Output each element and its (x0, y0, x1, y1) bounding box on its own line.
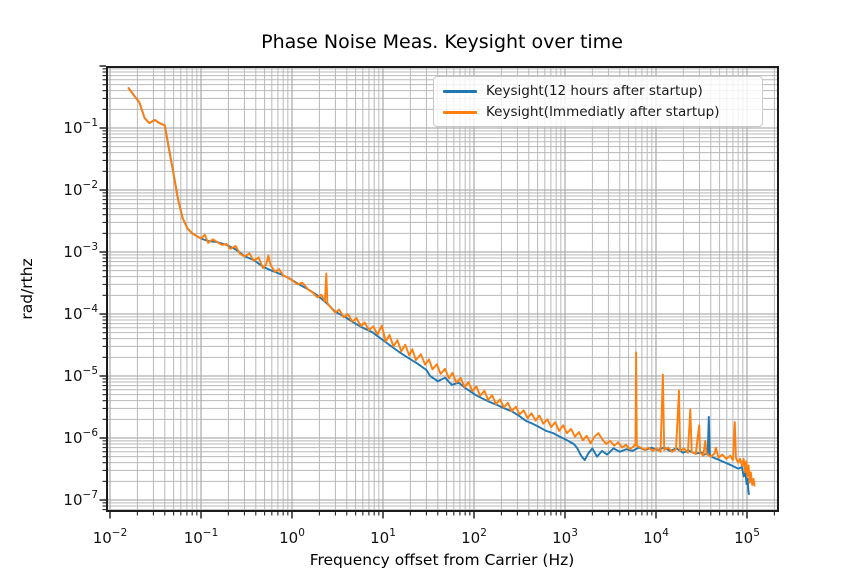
svg-text:102: 102 (461, 527, 487, 547)
svg-text:104: 104 (643, 527, 669, 547)
x-axis-label: Frequency offset from Carrier (Hz) (309, 551, 575, 569)
legend-line-swatch-blue (443, 89, 477, 93)
svg-text:105: 105 (734, 527, 760, 547)
chart-title: Phase Noise Meas. Keysight over time (261, 31, 623, 53)
legend: Keysight(12 hours after startup) Keysigh… (433, 76, 763, 127)
svg-text:10−1: 10−1 (63, 117, 98, 137)
legend-label: Keysight(Immediatly after startup) (486, 104, 720, 120)
legend-line-swatch-orange (443, 110, 477, 114)
svg-text:10−3: 10−3 (63, 241, 98, 261)
legend-item: Keysight(12 hours after startup) (443, 83, 753, 99)
svg-text:103: 103 (552, 527, 578, 547)
y-axis-label: rad/rthz (18, 258, 36, 320)
svg-text:10−4: 10−4 (63, 303, 98, 323)
svg-text:100: 100 (279, 527, 305, 547)
svg-text:10−2: 10−2 (63, 179, 98, 199)
legend-label: Keysight(12 hours after startup) (486, 83, 703, 99)
svg-text:10−5: 10−5 (63, 365, 98, 385)
legend-item: Keysight(Immediatly after startup) (443, 104, 753, 120)
svg-text:10−6: 10−6 (63, 427, 98, 447)
svg-text:10−7: 10−7 (63, 489, 98, 509)
svg-text:10−1: 10−1 (184, 527, 219, 547)
svg-text:10−2: 10−2 (93, 527, 128, 547)
svg-text:101: 101 (370, 527, 396, 547)
